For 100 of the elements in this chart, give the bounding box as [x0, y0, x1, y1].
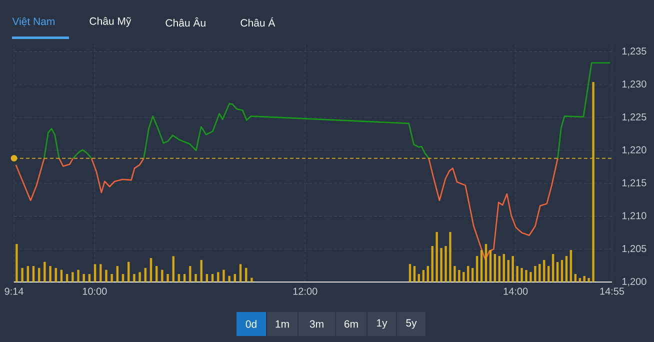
- bar: [138, 272, 141, 282]
- bar: [133, 274, 136, 282]
- bar: [128, 262, 130, 282]
- bar: [44, 262, 46, 282]
- y-tick-label: 1,200: [622, 278, 646, 286]
- bar: [578, 278, 581, 282]
- bar: [200, 260, 202, 282]
- text: 5y: [406, 319, 417, 329]
- bar: [82, 274, 85, 282]
- text: 0d: [246, 320, 256, 328]
- bar: [534, 266, 536, 282]
- bar: [194, 274, 197, 282]
- bar: [38, 268, 40, 282]
- x-tick-label: 9:14: [4, 288, 24, 295]
- bar: [583, 276, 586, 282]
- bar: [155, 266, 158, 282]
- bar: [54, 268, 57, 282]
- y-tick-label: 1,230: [622, 80, 646, 89]
- text: Châu Âu: [166, 17, 206, 27]
- bar: [21, 268, 24, 282]
- bar: [418, 274, 420, 282]
- bar: [516, 266, 518, 282]
- y-tick-label: 1,215: [622, 179, 646, 188]
- bar: [525, 270, 528, 282]
- bar: [484, 244, 488, 282]
- bar: [498, 256, 501, 282]
- bar: [422, 270, 425, 282]
- bar: [250, 278, 253, 282]
- y-tick-label: 1,225: [622, 113, 646, 122]
- x-tick-label: 14:55: [600, 288, 624, 295]
- bar: [574, 274, 577, 282]
- bar: [502, 254, 505, 282]
- bar: [172, 256, 174, 282]
- bar: [530, 272, 532, 282]
- bar: [239, 264, 242, 282]
- bar: [26, 266, 29, 282]
- bar: [49, 266, 52, 282]
- bar: [206, 274, 208, 282]
- text: Châu Mỹ: [90, 17, 132, 27]
- bar: [408, 264, 412, 282]
- bar: [507, 260, 510, 282]
- bar: [444, 246, 447, 282]
- bar: [228, 276, 230, 282]
- bar: [211, 274, 214, 282]
- bar: [183, 274, 186, 282]
- bar: [88, 274, 91, 282]
- bar: [94, 264, 96, 282]
- text: 3m: [310, 320, 324, 328]
- text: Châu Á: [240, 17, 276, 27]
- bar: [471, 268, 474, 282]
- bar: [520, 268, 523, 282]
- x-tick-label: 10:00: [82, 288, 107, 295]
- text: 1y: [377, 319, 388, 329]
- text: 6m: [344, 320, 358, 328]
- bar: [66, 274, 68, 282]
- bar: [556, 262, 559, 282]
- bar: [588, 278, 590, 282]
- bar: [512, 256, 514, 282]
- bar: [565, 256, 568, 282]
- bar: [32, 266, 35, 282]
- bar: [543, 260, 546, 282]
- bar: [454, 266, 456, 282]
- bar: [476, 256, 478, 282]
- bar: [60, 270, 63, 282]
- bar: [431, 246, 434, 282]
- bar: [122, 274, 124, 282]
- bar: [489, 250, 492, 282]
- y-tick-label: 1,205: [622, 245, 646, 254]
- bar: [413, 266, 416, 282]
- bar: [552, 254, 554, 282]
- bar: [560, 260, 564, 282]
- bar: [222, 270, 225, 282]
- bar: [217, 272, 220, 282]
- bar: [440, 248, 442, 282]
- y-tick-label: 1,220: [622, 146, 646, 155]
- bar: [166, 274, 169, 282]
- x-tick-label: 14:00: [504, 288, 528, 295]
- bar: [116, 266, 119, 282]
- y-tick-label: 1,210: [622, 212, 646, 220]
- text: 1m: [276, 320, 289, 328]
- bar: [144, 268, 146, 282]
- bar: [436, 232, 438, 282]
- text: Việt Nam: [12, 17, 54, 27]
- bar: [494, 254, 496, 282]
- bar: [570, 250, 572, 282]
- bar: [72, 272, 74, 282]
- bar: [161, 270, 164, 282]
- bar: [100, 264, 102, 282]
- bar: [480, 250, 483, 282]
- bar: [16, 244, 18, 282]
- bar: [178, 274, 180, 282]
- bar: [150, 258, 152, 282]
- bar: [245, 268, 248, 282]
- bar: [105, 270, 108, 282]
- x-tick-label: 12:00: [293, 288, 318, 295]
- y-tick-label: 1,235: [622, 48, 646, 56]
- bar: [538, 264, 541, 282]
- bar: [77, 270, 80, 282]
- bar: [449, 232, 452, 282]
- bar: [234, 274, 236, 282]
